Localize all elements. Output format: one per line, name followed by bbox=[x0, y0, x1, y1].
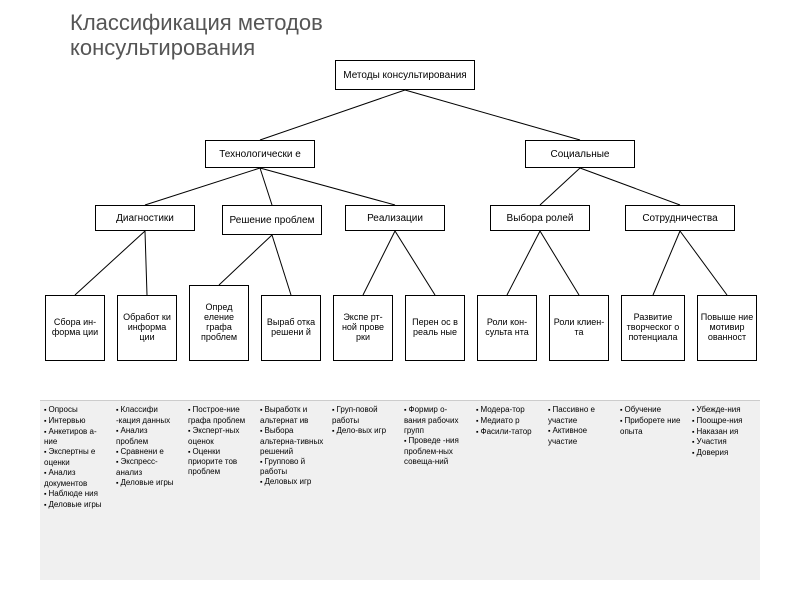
list-item: Сравнени е bbox=[116, 447, 180, 458]
list-item: Опросы bbox=[44, 405, 108, 416]
list-item: Приборете ние опыта bbox=[620, 416, 684, 437]
node-tech: Технологически е bbox=[205, 140, 315, 168]
list-item: Убежде-ния bbox=[692, 405, 756, 416]
node-root: Методы консультирования bbox=[335, 60, 475, 90]
node-l2: Обработ ки информа ции bbox=[117, 295, 177, 361]
title-line2: консультирования bbox=[70, 35, 255, 60]
node-prob: Решение проблем bbox=[222, 205, 322, 235]
list-item: Интервью bbox=[44, 416, 108, 427]
list-item: Проведе -ния проблем-ных совеща-ний bbox=[404, 436, 468, 467]
list-item: Дело-вых игр bbox=[332, 426, 396, 437]
node-l3: Опред еление графа проблем bbox=[189, 285, 249, 361]
node-diag: Диагностики bbox=[95, 205, 195, 231]
detail-column-9: ОбучениеПриборете ние опыта bbox=[616, 400, 688, 580]
list-item: Наказан ия bbox=[692, 427, 756, 438]
detail-column-5: Груп-повой работыДело-вых игр bbox=[328, 400, 400, 580]
node-l9: Развитие творческог о потенциала bbox=[621, 295, 685, 361]
detail-column-10: Убежде-нияПоощре-нияНаказан ияУчастияДов… bbox=[688, 400, 760, 580]
node-l7: Роли кон-сульта нта bbox=[477, 295, 537, 361]
detail-columns: ОпросыИнтервьюАнкетиров а-ниеЭкспертны е… bbox=[40, 400, 760, 580]
list-item: Анкетиров а-ние bbox=[44, 427, 108, 448]
node-l1: Сбора ин-форма ции bbox=[45, 295, 105, 361]
node-real: Реализации bbox=[345, 205, 445, 231]
list-item: Обучение bbox=[620, 405, 684, 416]
list-item: Модера-тор bbox=[476, 405, 540, 416]
title-line1: Классификация методов bbox=[70, 10, 323, 35]
list-item: Активное участие bbox=[548, 426, 612, 447]
list-item: Классифи -кация данных bbox=[116, 405, 180, 426]
list-item: Анализ документов bbox=[44, 468, 108, 489]
list-item: Пассивно е участие bbox=[548, 405, 612, 426]
list-item: Участия bbox=[692, 437, 756, 448]
detail-column-2: Классифи -кация данныхАнализ проблемСрав… bbox=[112, 400, 184, 580]
list-item: Построе-ние графа проблем bbox=[188, 405, 252, 426]
list-item: Группово й работы bbox=[260, 457, 324, 478]
list-item: Фасили-татор bbox=[476, 427, 540, 438]
list-item: Деловые игры bbox=[116, 478, 180, 489]
list-item: Эксперт-ных оценок bbox=[188, 426, 252, 447]
node-l4: Выраб отка решени й bbox=[261, 295, 321, 361]
list-item: Поощре-ния bbox=[692, 416, 756, 427]
list-item: Анализ проблем bbox=[116, 426, 180, 447]
list-item: Наблюде ния bbox=[44, 489, 108, 500]
detail-column-4: Выработк и альтернат ивВыбора альтерна-т… bbox=[256, 400, 328, 580]
list-item: Оценки приорите тов проблем bbox=[188, 447, 252, 478]
node-coop: Сотрудничества bbox=[625, 205, 735, 231]
node-l5: Экспе рт-ной прове рки bbox=[333, 295, 393, 361]
list-item: Медиато р bbox=[476, 416, 540, 427]
list-item: Экспресс-анализ bbox=[116, 457, 180, 478]
list-item: Деловых игр bbox=[260, 477, 324, 488]
detail-column-3: Построе-ние графа проблемЭксперт-ных оце… bbox=[184, 400, 256, 580]
detail-column-7: Модера-торМедиато рФасили-татор bbox=[472, 400, 544, 580]
list-item: Выработк и альтернат ив bbox=[260, 405, 324, 426]
list-item: Груп-повой работы bbox=[332, 405, 396, 426]
node-role: Выбора ролей bbox=[490, 205, 590, 231]
node-l10: Повыше ние мотивир ованност bbox=[697, 295, 757, 361]
page-title: Классификация методов консультирования bbox=[70, 10, 323, 61]
list-item: Выбора альтерна-тивных решений bbox=[260, 426, 324, 457]
detail-column-6: Формир о-вания рабочих группПроведе -ния… bbox=[400, 400, 472, 580]
node-l8: Роли клиен-та bbox=[549, 295, 609, 361]
list-item: Экспертны е оценки bbox=[44, 447, 108, 468]
list-item: Доверия bbox=[692, 448, 756, 459]
node-soc: Социальные bbox=[525, 140, 635, 168]
node-l6: Перен ос в реаль ные bbox=[405, 295, 465, 361]
detail-column-1: ОпросыИнтервьюАнкетиров а-ниеЭкспертны е… bbox=[40, 400, 112, 580]
list-item: Формир о-вания рабочих групп bbox=[404, 405, 468, 436]
detail-column-8: Пассивно е участиеАктивное участие bbox=[544, 400, 616, 580]
list-item: Деловые игры bbox=[44, 500, 108, 511]
